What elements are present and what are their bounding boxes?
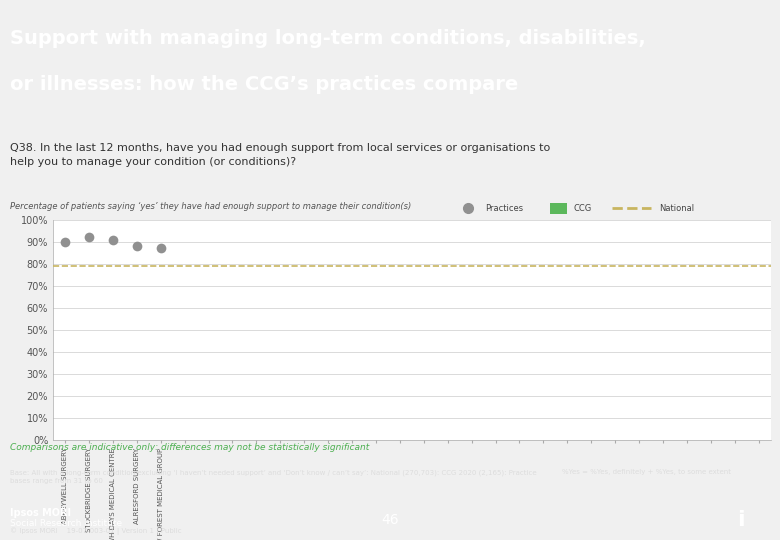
- Text: 46: 46: [381, 513, 399, 526]
- Text: or illnesses: how the CCG’s practices compare: or illnesses: how the CCG’s practices co…: [10, 75, 519, 94]
- Text: i: i: [737, 510, 745, 530]
- Text: CCG: CCG: [573, 204, 591, 213]
- Text: © Ipsos MORI    19-07-003-01 | Version 1 | Public: © Ipsos MORI 19-07-003-01 | Version 1 | …: [10, 528, 182, 535]
- Text: Social Research Institute: Social Research Institute: [10, 519, 122, 528]
- Text: Comparisons are indicative only: differences may not be statistically significan: Comparisons are indicative only: differe…: [10, 443, 370, 452]
- Text: Support with managing long-term conditions, disabilities,: Support with managing long-term conditio…: [10, 29, 646, 48]
- Text: Percentage of patients saying ‘yes’ they have had enough support to manage their: Percentage of patients saying ‘yes’ they…: [10, 201, 411, 211]
- Text: Ipsos MORI: Ipsos MORI: [10, 508, 71, 518]
- Text: Base: All with a long-term condition excluding ‘I haven’t needed support’ and ‘D: Base: All with a long-term condition exc…: [10, 469, 537, 484]
- Text: Practices: Practices: [485, 204, 523, 213]
- Text: Q38. In the last 12 months, have you had enough support from local services or o: Q38. In the last 12 months, have you had…: [10, 143, 551, 166]
- Text: National: National: [659, 204, 694, 213]
- FancyBboxPatch shape: [550, 203, 567, 214]
- Text: %Yes = %Yes, definitely + %Yes, to some extent: %Yes = %Yes, definitely + %Yes, to some …: [562, 469, 731, 475]
